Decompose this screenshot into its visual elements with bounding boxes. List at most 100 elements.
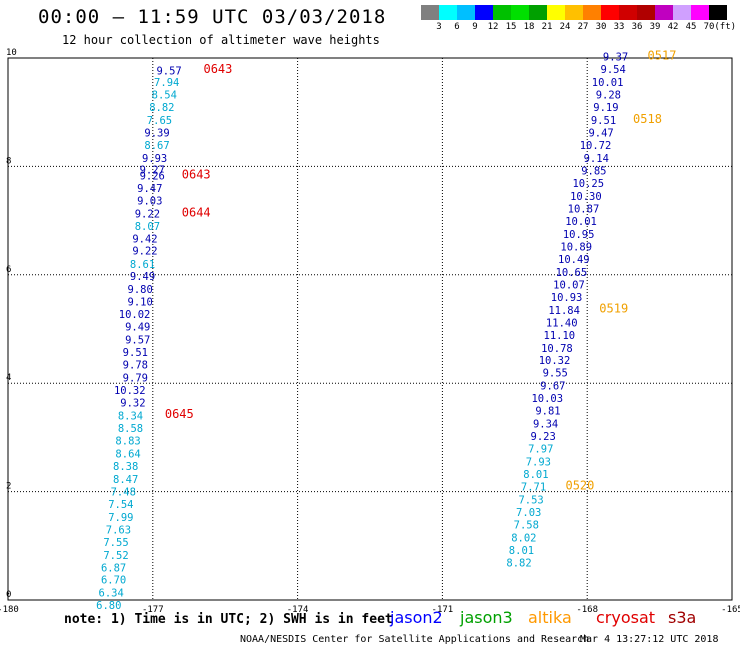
- color-swatch: [637, 5, 655, 20]
- x-tick-label: -165: [721, 605, 740, 615]
- color-scale-tick-label: 24: [559, 22, 571, 32]
- color-swatch: [457, 5, 475, 20]
- color-swatch: [583, 5, 601, 20]
- x-tick-label: -180: [0, 605, 19, 615]
- color-scale-tick-label: 70: [703, 22, 715, 32]
- color-swatch: [619, 5, 637, 20]
- legend-item-s3a: s3a: [668, 608, 697, 627]
- legend-item-jason2: jason2: [390, 608, 443, 627]
- wave-height-value: 9.34: [533, 419, 558, 431]
- wave-height-value: 8.07: [135, 221, 160, 233]
- wave-height-value: 7.52: [103, 550, 128, 562]
- footer-note: note: 1) Time is in UTC; 2) SWH is in fe…: [64, 612, 393, 627]
- wave-height-value: 8.01: [523, 469, 548, 481]
- pass-time-label: 0520: [565, 478, 594, 492]
- wave-height-value: 9.42: [132, 233, 157, 245]
- legend-item-altika: altika: [528, 608, 572, 627]
- wave-height-value: 10.95: [563, 229, 595, 241]
- y-tick-label: 2: [6, 482, 11, 492]
- wave-height-value: 10.49: [558, 254, 590, 266]
- wave-height-value: 9.47: [137, 183, 162, 195]
- color-swatch: [691, 5, 709, 20]
- x-tick-label: -171: [432, 605, 454, 615]
- wave-height-value: 8.38: [113, 461, 138, 473]
- wave-height-value: 11.84: [548, 305, 580, 317]
- map-title: 00:00 — 11:59 UTC 03/03/2018: [38, 6, 387, 28]
- wave-height-value: 7.65: [147, 115, 172, 127]
- color-scale-tick-label: 39: [649, 22, 661, 32]
- wave-height-value: 8.02: [511, 532, 536, 544]
- color-scale-tick-label: 18: [523, 22, 535, 32]
- wave-height-value: 9.78: [123, 360, 148, 372]
- wave-height-value: 7.63: [106, 524, 131, 536]
- wave-height-value: 9.23: [531, 431, 556, 443]
- pass-time-label: 0643: [182, 167, 211, 181]
- wave-height-value: 7.54: [108, 499, 133, 511]
- wave-height-value: 10.89: [560, 241, 592, 253]
- wave-height-value: 10.32: [539, 355, 571, 367]
- wave-height-value: 8.01: [509, 545, 534, 557]
- wave-height-value: 9.47: [588, 128, 613, 140]
- y-tick-label: 8: [6, 156, 11, 166]
- wave-height-value: 7.93: [526, 457, 551, 469]
- pass-time-label: 0643: [203, 62, 232, 76]
- wave-height-value: 7.97: [528, 444, 553, 456]
- wave-height-value: 8.54: [152, 90, 177, 102]
- color-swatch: [601, 5, 619, 20]
- color-scale-tick-label: 3: [436, 22, 442, 32]
- pass-time-label: 0517: [648, 49, 677, 63]
- x-tick-label: -168: [576, 605, 598, 615]
- wave-height-value: 11.40: [546, 317, 578, 329]
- wave-height-value: 9.19: [593, 102, 618, 114]
- wave-height-value: 9.79: [123, 373, 148, 385]
- wave-height-value: 7.99: [108, 512, 133, 524]
- wave-height-value: 9.93: [142, 153, 167, 165]
- x-tick-label: -177: [142, 605, 164, 615]
- wave-height-value: 9.32: [120, 398, 145, 410]
- color-scale-tick-label: 30: [595, 22, 607, 32]
- wave-height-value: 9.55: [543, 368, 568, 380]
- map-subtitle: 12 hour collection of altimeter wave hei…: [62, 33, 380, 47]
- wave-height-value: 6.87: [101, 562, 126, 574]
- wave-height-value: 8.82: [149, 102, 174, 114]
- color-scale-tick-label: 27: [577, 22, 589, 32]
- y-tick-label: 0: [6, 590, 11, 600]
- color-scale-tick-label: 42: [667, 22, 679, 32]
- wave-height-value: 10.78: [541, 343, 573, 355]
- wave-height-value: 9.49: [130, 271, 155, 283]
- wave-height-value: 9.80: [128, 284, 153, 296]
- wave-height-value: 8.83: [115, 435, 140, 447]
- wave-height-value: 9.27: [140, 164, 165, 176]
- color-scale-unit: (ft): [714, 22, 737, 32]
- color-scale-tick-label: 9: [472, 22, 478, 32]
- wave-height-value: 7.55: [103, 537, 128, 549]
- color-swatch: [655, 5, 673, 20]
- wave-height-value: 10.72: [580, 140, 612, 152]
- wave-height-value: 11.10: [544, 330, 576, 342]
- wave-height-value: 10.30: [570, 191, 602, 203]
- wave-height-value: 7.58: [514, 519, 539, 531]
- color-swatch: [439, 5, 457, 20]
- wave-height-value: 10.01: [565, 216, 597, 228]
- wave-height-value: 10.65: [556, 267, 588, 279]
- wave-height-value: 7.53: [518, 495, 543, 507]
- wave-height-value: 8.64: [115, 448, 140, 460]
- wave-height-value: 9.85: [581, 166, 606, 178]
- y-tick-label: 4: [6, 373, 11, 383]
- wave-height-value: 9.49: [125, 322, 150, 334]
- footer-timestamp: Mar 4 13:27:12 UTC 2018: [580, 634, 719, 645]
- wave-height-value: 9.26: [140, 170, 165, 182]
- legend-item-jason3: jason3: [460, 608, 513, 627]
- wave-height-value: 8.34: [118, 411, 143, 423]
- wave-height-value: 6.34: [99, 588, 124, 600]
- wave-height-value: 9.37: [603, 52, 628, 64]
- pass-time-label: 0519: [599, 302, 628, 316]
- pass-time-label: 0645: [165, 407, 194, 421]
- wave-height-value: 9.22: [132, 246, 157, 258]
- wave-height-value: 9.22: [135, 208, 160, 220]
- wave-height-value: 10.93: [551, 292, 583, 304]
- wave-height-value: 9.28: [596, 90, 621, 102]
- wave-height-value: 8.67: [144, 140, 169, 152]
- x-tick-label: -174: [287, 605, 309, 615]
